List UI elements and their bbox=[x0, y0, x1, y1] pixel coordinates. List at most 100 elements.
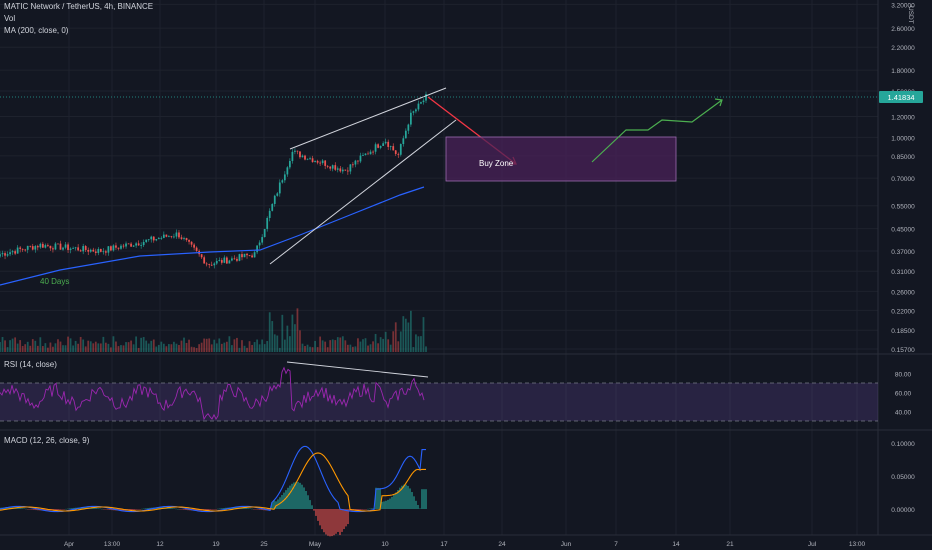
wedge-lower-line[interactable] bbox=[269, 119, 457, 265]
volume-bar bbox=[97, 343, 100, 352]
volume-bar bbox=[394, 322, 397, 352]
volume-bar bbox=[137, 347, 140, 352]
candle-body bbox=[228, 260, 231, 264]
candle-body bbox=[165, 234, 168, 237]
candle-body bbox=[34, 246, 37, 250]
macd-axis[interactable]: 0.10000 0.05000 0.00000 bbox=[891, 441, 915, 514]
candle-body bbox=[11, 251, 14, 253]
projection-up-path[interactable] bbox=[591, 99, 723, 163]
volume-bar bbox=[110, 347, 112, 352]
macd-hist-bar bbox=[109, 509, 111, 510]
macd-legend[interactable]: MACD (12, 26, close, 9) bbox=[4, 436, 90, 445]
rsi-tick-label: 40.00 bbox=[895, 410, 912, 417]
candle-body bbox=[404, 130, 407, 139]
macd-hist-bar bbox=[411, 492, 413, 509]
macd-hist-bar bbox=[175, 508, 177, 510]
rsi-axis[interactable]: 80.00 60.00 40.00 bbox=[895, 372, 912, 417]
candle-body bbox=[304, 155, 306, 160]
candle-body bbox=[162, 234, 165, 238]
vol-legend[interactable]: Vol bbox=[4, 14, 16, 23]
macd-hist-bar bbox=[417, 504, 419, 509]
time-axis[interactable]: Apr 13:00 12 19 25 May 10 17 24 Jun 7 14 21 Jul 13:00 bbox=[64, 541, 866, 548]
macd-hist-bar bbox=[141, 508, 143, 510]
volume-bar bbox=[329, 340, 332, 352]
volume-bar bbox=[185, 342, 188, 352]
time-tick-label: May bbox=[309, 541, 322, 548]
candle-body bbox=[324, 160, 327, 166]
rsi-divergence-line[interactable] bbox=[286, 361, 429, 378]
macd-hist-bar bbox=[413, 496, 415, 509]
ma-legend[interactable]: MA (200, close, 0) bbox=[4, 26, 69, 35]
candle-body bbox=[238, 254, 241, 261]
volume-bar bbox=[155, 346, 158, 352]
macd-hist-bar bbox=[119, 509, 121, 511]
volume-bar bbox=[175, 343, 178, 352]
signal-line[interactable] bbox=[0, 452, 426, 512]
volume-bar bbox=[304, 346, 306, 352]
candle-body bbox=[9, 252, 11, 255]
volume-bar bbox=[372, 341, 374, 352]
macd-hist-bar bbox=[211, 509, 213, 510]
macd-hist-bar bbox=[335, 509, 337, 534]
candle-body bbox=[364, 153, 367, 156]
candle-body bbox=[168, 236, 170, 238]
volume-bar bbox=[256, 339, 258, 352]
candle-body bbox=[132, 245, 135, 247]
candle-body bbox=[203, 257, 206, 264]
volume-bar bbox=[193, 347, 195, 352]
candle-body bbox=[21, 248, 24, 250]
candle-body bbox=[415, 109, 417, 112]
candle-body bbox=[281, 180, 284, 183]
buy-zone-box[interactable] bbox=[445, 136, 677, 182]
volume-bar bbox=[69, 338, 72, 352]
macd-hist-bar bbox=[187, 509, 189, 511]
macd-hist-bar bbox=[197, 509, 199, 511]
macd-hist-bar bbox=[327, 509, 329, 536]
macd-hist-bar bbox=[399, 487, 401, 509]
macd-hist-bar bbox=[375, 487, 377, 509]
volume-bar bbox=[67, 336, 69, 352]
volume-bar bbox=[278, 347, 281, 352]
candle-body bbox=[359, 155, 362, 162]
candle-body bbox=[92, 249, 95, 252]
volume-bar bbox=[382, 338, 385, 352]
volume-bar bbox=[49, 342, 52, 352]
macd-hist-bar bbox=[149, 507, 151, 509]
macd-hist-bar bbox=[347, 509, 349, 525]
macd-hist-bar bbox=[205, 509, 207, 511]
macd-hist-bar bbox=[273, 500, 275, 509]
candle-body bbox=[208, 263, 211, 265]
macd-hist-bar bbox=[301, 484, 303, 509]
wedge-upper-line[interactable] bbox=[289, 87, 447, 150]
symbol-title: MATIC Network / TetherUS, 4h, BINANCE bbox=[4, 2, 154, 11]
candle-body bbox=[341, 169, 344, 172]
candle-body bbox=[357, 160, 359, 162]
volume-bar bbox=[384, 331, 387, 352]
macd-hist-bar bbox=[359, 509, 361, 510]
price-tick-label: 0.70000 bbox=[891, 176, 915, 183]
volume-bar bbox=[77, 343, 80, 352]
candle-body bbox=[72, 247, 74, 249]
macd-hist-bar bbox=[307, 495, 309, 509]
macd-hist-bar bbox=[251, 508, 253, 510]
rsi-legend[interactable]: RSI (14, close) bbox=[4, 360, 57, 369]
volume-bar bbox=[140, 337, 143, 352]
volume-bar bbox=[314, 340, 316, 352]
macd-hist-bar bbox=[345, 509, 347, 527]
macd-hist-bar bbox=[285, 490, 287, 509]
volume-bar bbox=[339, 337, 342, 352]
volume-bar bbox=[122, 345, 125, 352]
rsi-line[interactable] bbox=[0, 366, 425, 421]
time-tick-label: 17 bbox=[440, 541, 448, 548]
macd-hist-bar bbox=[67, 508, 69, 510]
volume-bar bbox=[132, 344, 135, 352]
volume-bar bbox=[243, 345, 246, 352]
macd-hist-bar bbox=[185, 509, 187, 510]
price-axis[interactable]: 3.200002.600002.200001.800001.500001.200… bbox=[891, 2, 915, 354]
macd-line[interactable] bbox=[0, 445, 426, 513]
candle-body bbox=[213, 263, 216, 266]
candle-body bbox=[271, 203, 274, 211]
macd-hist-bar bbox=[371, 508, 373, 509]
ma-200-line[interactable] bbox=[0, 186, 425, 286]
